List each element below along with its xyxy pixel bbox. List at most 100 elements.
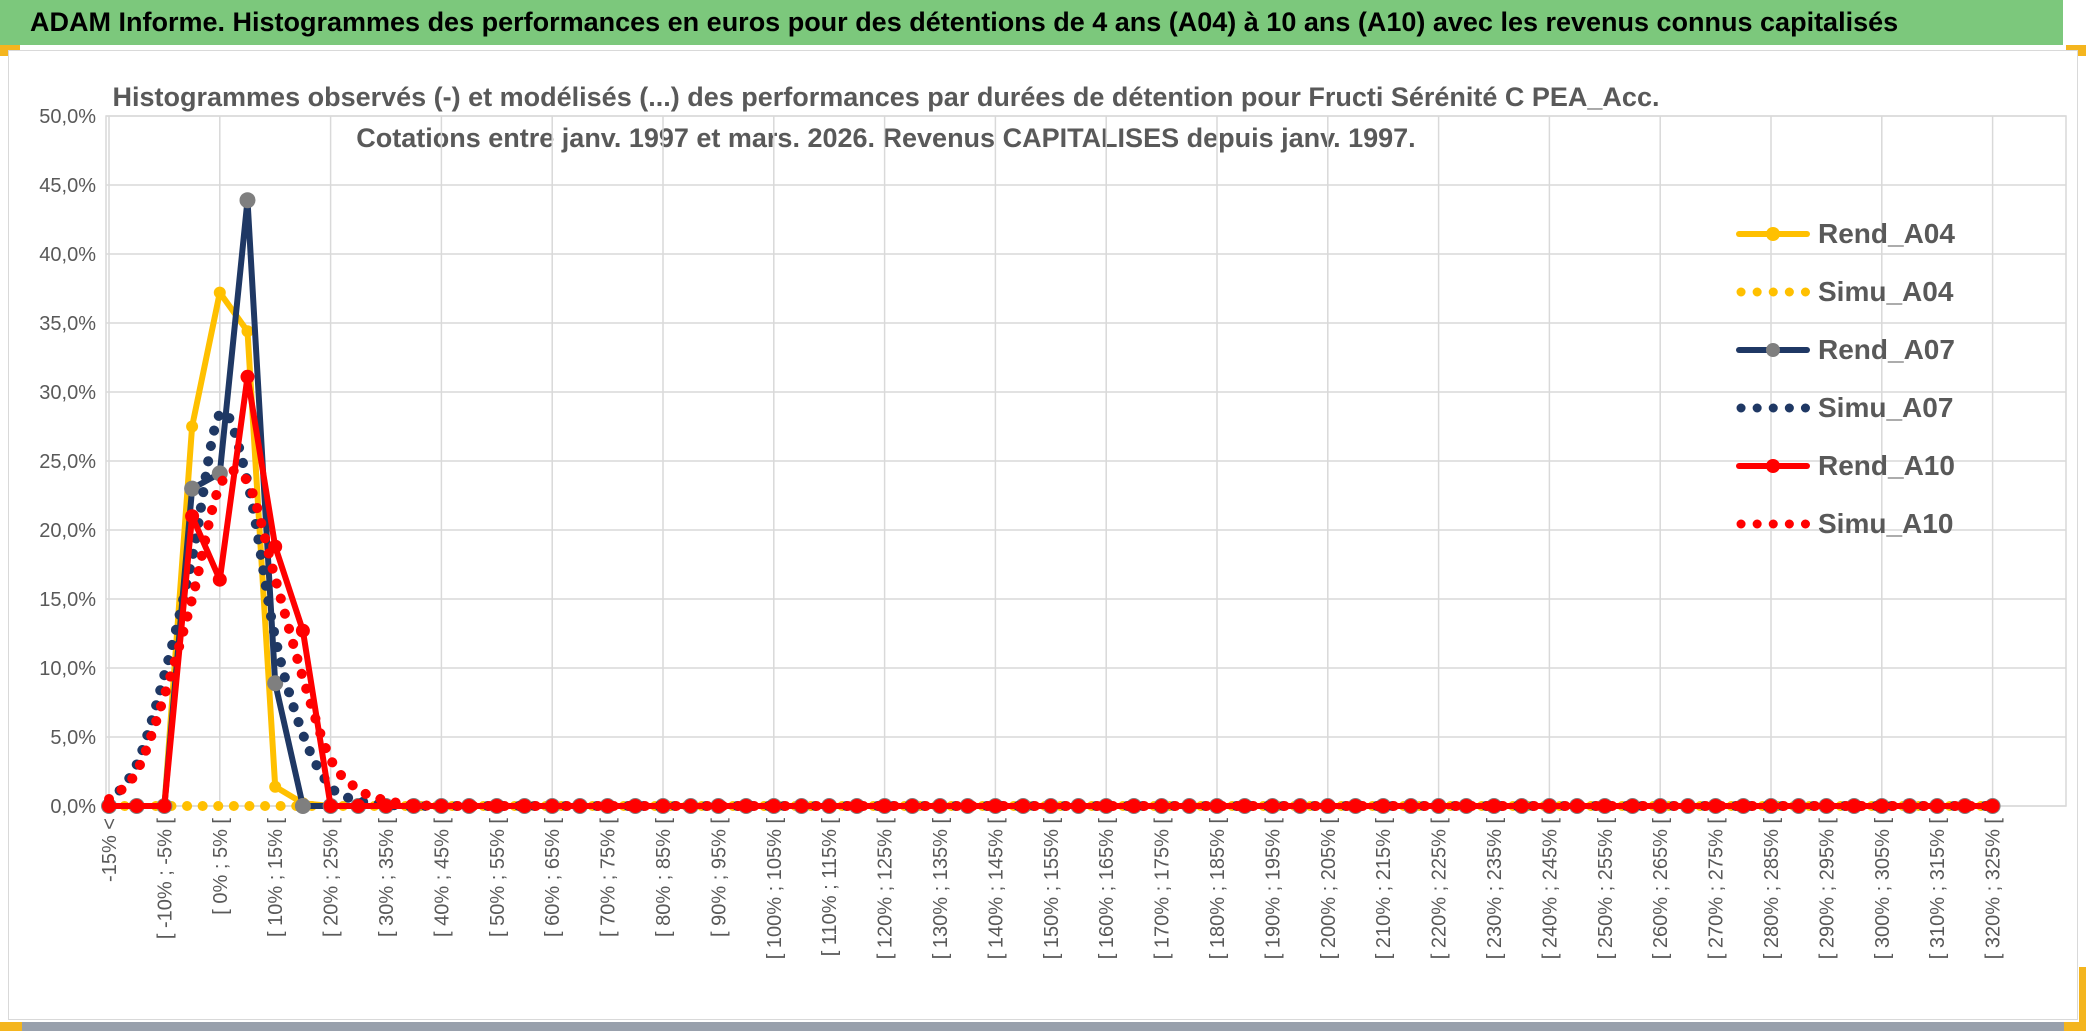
sheet-title-text: ADAM Informe. Histogrammes des performan… <box>30 7 1899 37</box>
series-marker-Rend_A10 <box>240 369 255 384</box>
x-axis-tick-label: [ 0% ; 5% [ <box>210 818 232 915</box>
series-marker-Rend_A10 <box>212 572 227 587</box>
y-axis-tick-label: 45,0% <box>39 175 96 197</box>
series-marker-Rend_A07 <box>184 480 201 497</box>
x-axis-tick-label: [ 170% ; 175% [ <box>1152 818 1174 960</box>
y-axis-tick-label: 0,0% <box>50 796 96 818</box>
x-axis-tick-label: [ 60% ; 65% [ <box>542 818 564 937</box>
series-marker-Rend_A04 <box>241 325 254 338</box>
legend-item-Simu_A10[interactable]: Simu_A10 <box>1736 495 2036 553</box>
x-axis-tick-label: [ 50% ; 55% [ <box>487 818 509 937</box>
x-axis-tick-label: [ 90% ; 95% [ <box>708 818 730 937</box>
legend-item-Simu_A07[interactable]: Simu_A07 <box>1736 379 2036 437</box>
legend-key-Simu_A04 <box>1736 287 1810 297</box>
x-axis-tick-label: [ 20% ; 25% [ <box>321 818 343 937</box>
highlight-cell-bottom-left <box>0 1022 22 1031</box>
x-axis-tick-label: [ 30% ; 35% [ <box>376 818 398 937</box>
x-axis-tick-label: [ 80% ; 85% [ <box>653 818 675 937</box>
series-line-Rend_A04 <box>106 289 1996 809</box>
x-axis-tick-label: [ 40% ; 45% [ <box>431 818 453 937</box>
x-axis-tick-label: [ 190% ; 195% [ <box>1262 818 1284 960</box>
y-axis-tick-label: 5,0% <box>50 727 96 749</box>
x-axis-tick-label: [ 320% ; 325% [ <box>1983 818 2005 960</box>
x-axis-tick-label: [ 270% ; 275% [ <box>1706 818 1728 960</box>
legend-item-Rend_A07[interactable]: Rend_A07 <box>1736 321 2036 379</box>
series-marker-Rend_A04 <box>186 420 199 433</box>
series-Rend_A07 <box>101 192 2001 814</box>
y-axis-tick-label: 40,0% <box>39 244 96 266</box>
x-axis-tick-label: [ 70% ; 75% [ <box>598 818 620 937</box>
gridlines <box>105 115 2067 807</box>
y-axis-tick-label: 25,0% <box>39 451 96 473</box>
legend-label-Simu_A10: Simu_A10 <box>1818 508 1954 539</box>
x-axis-tick-label: [ 130% ; 135% [ <box>930 818 952 960</box>
legend-marker-Rend_A10 <box>1766 459 1780 473</box>
legend-item-Simu_A04[interactable]: Simu_A04 <box>1736 263 2036 321</box>
series-marker-Rend_A04 <box>213 286 226 299</box>
series-marker-Rend_A10 <box>1597 799 1612 813</box>
chart-legend: Rend_A04 Simu_A04 Rend_A07 Simu_A07 Rend_A10… <box>1736 205 2036 553</box>
legend-key-Rend_A10 <box>1736 459 1810 473</box>
series-marker-Rend_A07 <box>267 675 284 692</box>
series-marker-Rend_A10 <box>185 509 200 524</box>
series-marker-Rend_A07 <box>294 798 311 814</box>
y-axis-tick-label: 30,0% <box>39 382 96 404</box>
legend-label-Rend_A04: Rend_A04 <box>1818 218 1955 249</box>
y-axis: 0,0% 5,0% 10,0% 15,0% 20,0% 25,0% 30,0% 35,0% 40… <box>39 106 96 818</box>
chart-area[interactable]: Histogrammes observés (-) et modélisés (… <box>8 50 2078 1020</box>
series-line-Simu_A07 <box>104 406 1998 811</box>
highlight-cell-right-edge <box>2079 967 2086 1022</box>
x-axis-tick-label: [ 250% ; 255% [ <box>1595 818 1617 960</box>
x-axis-tick-label: [ 120% ; 125% [ <box>875 818 897 960</box>
series-marker-Rend_A10 <box>1847 799 1862 813</box>
x-axis-tick-label: [ 200% ; 205% [ <box>1318 818 1340 960</box>
x-axis-tick-label: [ -10% ; -5% [ <box>154 818 176 940</box>
x-axis-tick-label: [ 230% ; 235% [ <box>1484 818 1506 960</box>
x-axis-tick-label: [ 220% ; 225% [ <box>1429 818 1451 960</box>
bottom-row-strip <box>0 1022 2086 1031</box>
x-axis-tick-label: [ 290% ; 295% [ <box>1816 818 1838 960</box>
x-axis-tick-label: [ 180% ; 185% [ <box>1207 818 1229 960</box>
legend-label-Rend_A07: Rend_A07 <box>1818 334 1955 365</box>
x-axis-tick-label: [ 160% ; 165% [ <box>1096 818 1118 960</box>
legend-key-Rend_A07 <box>1736 343 1810 357</box>
y-axis-tick-label: 10,0% <box>39 658 96 680</box>
series-line-Simu_A10 <box>104 465 1998 811</box>
series-marker-Rend_A10 <box>351 799 366 813</box>
plot-canvas: 0,0% 5,0% 10,0% 15,0% 20,0% 25,0% 30,0% 35,0% 40… <box>39 106 2067 960</box>
series-Rend_A10 <box>102 369 2000 813</box>
x-axis-tick-label: [ 100% ; 105% [ <box>764 818 786 960</box>
x-axis-tick-label: [ 150% ; 155% [ <box>1041 818 1063 960</box>
series-marker-Rend_A10 <box>489 799 504 813</box>
series-line-Rend_A10 <box>106 373 1996 809</box>
y-axis-tick-label: 35,0% <box>39 313 96 335</box>
x-axis-tick-label: [ 280% ; 285% [ <box>1761 818 1783 960</box>
series-Rend_A04 <box>103 286 1999 812</box>
x-axis-tick-label: [ 240% ; 245% [ <box>1539 818 1561 960</box>
legend-label-Simu_A07: Simu_A07 <box>1818 392 1954 423</box>
legend-item-Rend_A04[interactable]: Rend_A04 <box>1736 205 2036 263</box>
chart-title-line2: Cotations entre janv. 1997 et mars. 2026… <box>356 123 1416 153</box>
series-line-Rend_A07 <box>106 197 1996 809</box>
x-axis-tick-label: [ 210% ; 215% [ <box>1373 818 1395 960</box>
x-axis-tick-label: [ 300% ; 305% [ <box>1872 818 1894 960</box>
y-axis-tick-label: 15,0% <box>39 589 96 611</box>
y-axis-tick-label: 20,0% <box>39 520 96 542</box>
sheet-title-banner: ADAM Informe. Histogrammes des performan… <box>0 0 2063 45</box>
legend-item-Rend_A10[interactable]: Rend_A10 <box>1736 437 2036 495</box>
legend-marker-Rend_A04 <box>1766 227 1780 241</box>
series-marker-Rend_A10 <box>323 799 338 813</box>
series-marker-Rend_A10 <box>1348 799 1363 813</box>
highlight-cell-bottom-right <box>2064 1022 2086 1031</box>
chart-title: Histogrammes observés (-) et modélisés (… <box>106 77 1666 159</box>
series-marker-Rend_A10 <box>739 799 754 813</box>
legend-key-Simu_A07 <box>1736 403 1810 413</box>
legend-key-Simu_A10 <box>1736 519 1810 529</box>
series-Simu_A07 <box>104 406 1998 811</box>
x-axis-tick-label: [ 310% ; 315% [ <box>1927 818 1949 960</box>
legend-label-Rend_A10: Rend_A10 <box>1818 450 1955 481</box>
x-axis-tick-label: [ 10% ; 15% [ <box>265 818 287 937</box>
series-Simu_A10 <box>104 465 1998 811</box>
chart-title-line1: Histogrammes observés (-) et modélisés (… <box>112 82 1660 112</box>
